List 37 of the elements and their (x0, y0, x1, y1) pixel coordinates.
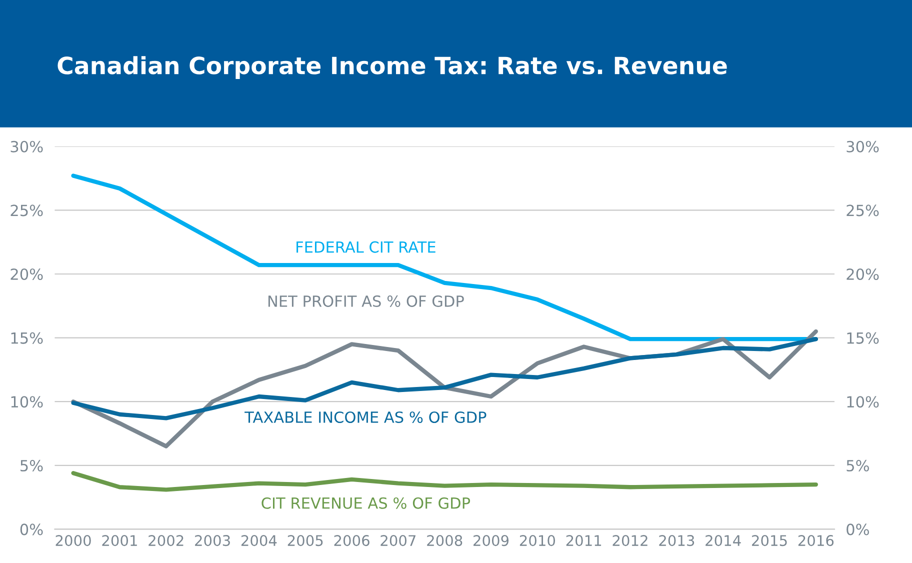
y2-tick-label: 0% (846, 524, 869, 536)
x-tick-label: 2007 (380, 535, 416, 546)
x-tick-label: 2009 (474, 535, 509, 546)
y-tick-label: 20% (10, 268, 43, 280)
x-tick-label: 2003 (195, 535, 230, 546)
x-tick-label: 2004 (241, 535, 277, 546)
y2-tick-label: 25% (846, 204, 879, 216)
y-tick-label: 15% (11, 332, 43, 344)
text: NET PROFIT AS % OF GDP (268, 295, 464, 307)
x-tick-label: 2002 (148, 535, 184, 546)
y-tick-label: 0% (20, 524, 43, 536)
x-tick-label: 2012 (612, 535, 648, 546)
chart-title: Canadian Corporate Income Tax: Rate vs. Revenue (58, 56, 727, 79)
x-tick-label: 2000 (56, 535, 91, 546)
y2-tick-label: 15% (847, 332, 879, 344)
y2-tick-label: 5% (846, 460, 869, 472)
x-tick-label: 2001 (102, 535, 137, 546)
y-tick-label: 30% (10, 140, 43, 152)
y-tick-label: 5% (20, 460, 43, 472)
x-tick-label: 2005 (288, 535, 323, 546)
y-tick-label: 10% (11, 396, 43, 408)
series-label: TAXABLE INCOME AS % OF GDP (244, 411, 486, 424)
x-tick-label: 2010 (520, 535, 556, 546)
x-tick-label: 2006 (334, 535, 370, 546)
x-tick-label: 2015 (752, 535, 787, 546)
x-tick-label: 2008 (427, 535, 462, 546)
x-tick-label: 2013 (659, 535, 694, 546)
line-series (71, 470, 818, 492)
series-label: FEDERAL CIT RATE (296, 241, 436, 253)
x-tick-label: 2014 (706, 535, 741, 546)
x-tick-label: 2011 (566, 535, 602, 546)
y-tick-label: 25% (10, 204, 43, 216)
series-label: CIT REVENUE AS % OF GDP (262, 497, 470, 509)
y2-tick-label: 30% (846, 140, 879, 152)
y2-tick-label: 20% (846, 268, 879, 280)
x-tick-label: 2016 (798, 535, 834, 546)
y2-tick-label: 10% (847, 396, 879, 408)
